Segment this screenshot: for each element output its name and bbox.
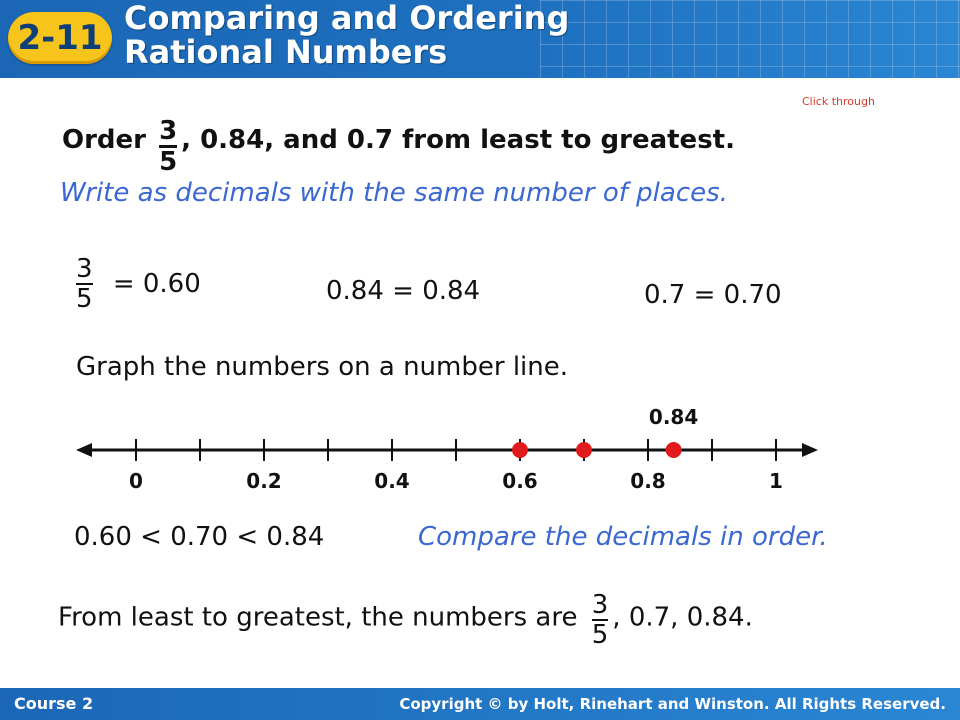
conversion-second: 0.84 = 0.84 <box>326 276 481 306</box>
conversion-fraction: 3 5 = 0.60 <box>76 256 201 312</box>
right-arrow-icon <box>802 443 818 457</box>
tick-label: 0.8 <box>630 469 665 493</box>
fraction-bar <box>76 283 93 285</box>
header-bar: 2-11 Comparing and Ordering Rational Num… <box>0 0 960 78</box>
fraction-numerator: 3 <box>159 116 178 146</box>
lesson-badge: 2-11 <box>8 12 112 64</box>
fraction-bar <box>591 619 609 621</box>
conversion-fraction-eq: = 0.60 <box>112 268 201 299</box>
tick-label: 1 <box>769 469 783 493</box>
data-point <box>576 442 592 458</box>
conversion-third: 0.7 = 0.70 <box>644 280 782 310</box>
final-suffix: , 0.7, 0.84. <box>612 602 753 633</box>
tick-label: 0 <box>129 469 143 493</box>
lesson-number: 2-11 <box>17 18 103 58</box>
step-1-instruction: Write as decimals with the same number o… <box>60 178 728 208</box>
problem-suffix: , 0.84, and 0.7 from least to greatest. <box>181 125 735 155</box>
fraction-numerator: 3 <box>76 254 93 284</box>
fraction-numerator: 3 <box>591 590 609 620</box>
footer-bar: Course 2 Copyright © by Holt, Rinehart a… <box>0 688 960 720</box>
point-label: 0.84 <box>649 405 698 429</box>
tick-label: 0.4 <box>374 469 409 493</box>
header-grid-pattern <box>540 0 960 78</box>
fraction-denominator: 5 <box>76 284 93 314</box>
conversion-fraction-value: 3 5 <box>76 256 93 312</box>
tick-label: 0.6 <box>502 469 537 493</box>
inequality: 0.60 < 0.70 < 0.84 <box>74 522 325 552</box>
compare-instruction: Compare the decimals in order. <box>418 522 828 552</box>
final-answer: From least to greatest, the numbers are … <box>58 590 753 650</box>
course-label: Course 2 <box>14 694 94 713</box>
data-point <box>665 442 682 458</box>
problem-prefix: Order <box>62 125 146 155</box>
title-line-1: Comparing and Ordering <box>124 0 570 37</box>
click-through-link[interactable]: Click through <box>802 95 875 108</box>
fraction-denominator: 5 <box>159 147 178 177</box>
left-arrow-icon <box>76 443 92 457</box>
fraction-bar <box>159 145 178 148</box>
tick-label: 0.2 <box>246 469 281 493</box>
final-prefix: From least to greatest, the numbers are <box>58 602 578 633</box>
title-line-2: Rational Numbers <box>124 33 448 71</box>
copyright-text: Copyright © by Holt, Rinehart and Winsto… <box>399 695 946 713</box>
problem-fraction: 3 5 <box>159 116 178 177</box>
final-fraction: 3 5 <box>591 590 609 650</box>
fraction-denominator: 5 <box>591 620 609 650</box>
slide-title: Comparing and Ordering Rational Numbers <box>124 1 569 69</box>
number-line: 0 0.2 0.4 0.6 0.8 1 0.84 <box>76 405 818 493</box>
problem-statement: Order 3 5 , 0.84, and 0.7 from least to … <box>62 112 735 175</box>
data-point <box>512 442 528 458</box>
graph-instruction: Graph the numbers on a number line. <box>76 352 569 382</box>
